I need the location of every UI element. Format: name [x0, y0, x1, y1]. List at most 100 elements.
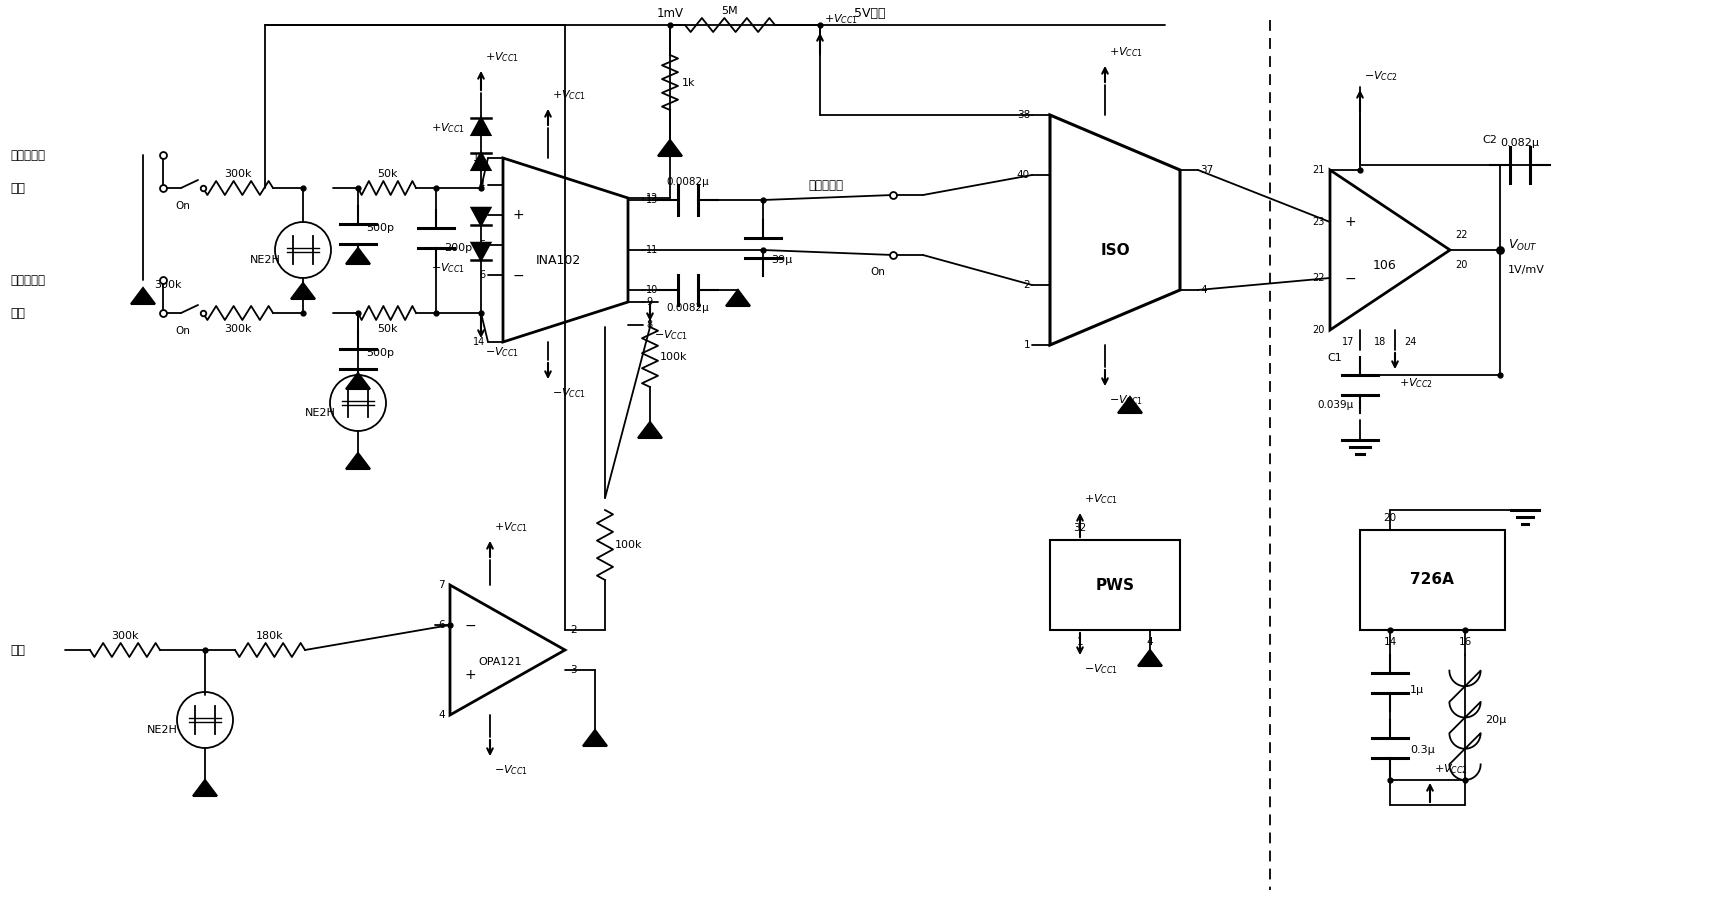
Text: NE2H: NE2H	[146, 725, 177, 735]
Text: +$V_{CC2}$: +$V_{CC2}$	[1399, 376, 1433, 390]
Text: 22: 22	[1313, 273, 1325, 283]
Polygon shape	[726, 290, 750, 306]
Text: $-V_{CC2}$: $-V_{CC2}$	[1364, 69, 1399, 83]
Polygon shape	[347, 373, 371, 389]
Text: 300k: 300k	[225, 324, 252, 334]
Text: 100k: 100k	[614, 540, 642, 550]
Text: 24: 24	[1404, 337, 1416, 347]
Text: 6: 6	[438, 620, 444, 630]
Text: 32: 32	[1074, 523, 1086, 533]
Text: $-V_{CC1}$: $-V_{CC1}$	[486, 345, 518, 359]
Text: +$V_{CC1}$: +$V_{CC1}$	[553, 89, 587, 102]
Text: C1: C1	[1328, 353, 1342, 363]
Text: On: On	[175, 326, 190, 336]
Text: 40: 40	[1018, 170, 1030, 180]
Text: 500p: 500p	[366, 348, 395, 358]
Text: $+$: $+$	[511, 208, 523, 222]
Text: +$V_{CC1}$: +$V_{CC1}$	[824, 12, 858, 26]
Text: 校准发生器: 校准发生器	[10, 149, 45, 162]
Text: 20: 20	[1313, 325, 1325, 335]
Text: 20µ: 20µ	[1484, 715, 1507, 725]
Text: 15: 15	[472, 153, 486, 163]
Text: 4: 4	[479, 180, 486, 190]
Text: 4: 4	[1146, 637, 1153, 647]
Text: +$V_{CC1}$: +$V_{CC1}$	[1109, 46, 1143, 59]
Text: 4: 4	[438, 710, 444, 720]
Text: ISO: ISO	[1100, 243, 1129, 257]
Text: 100k: 100k	[661, 352, 688, 362]
Text: 0.3µ: 0.3µ	[1411, 745, 1435, 755]
Text: 38: 38	[1018, 110, 1030, 120]
Text: C2: C2	[1483, 135, 1498, 145]
Text: 13: 13	[645, 195, 659, 205]
Text: 300k: 300k	[154, 280, 182, 290]
Text: 7: 7	[438, 580, 444, 590]
Text: 17: 17	[1342, 337, 1354, 347]
Text: INA102: INA102	[535, 254, 580, 267]
Text: $-$: $-$	[463, 618, 475, 632]
Text: 1k: 1k	[681, 78, 695, 88]
Text: 22: 22	[1455, 230, 1467, 240]
Polygon shape	[657, 140, 681, 156]
Text: 右臂: 右臂	[10, 307, 26, 320]
Text: +$V_{CC2}$: +$V_{CC2}$	[1435, 762, 1467, 776]
Text: 726A: 726A	[1411, 572, 1453, 587]
Text: $-$: $-$	[1344, 271, 1356, 285]
Text: 右腿: 右腿	[10, 644, 26, 656]
Text: $-V_{CC1}$: $-V_{CC1}$	[654, 328, 688, 341]
Polygon shape	[347, 248, 371, 264]
Text: 12: 12	[645, 193, 659, 203]
Text: 18: 18	[1375, 337, 1387, 347]
Polygon shape	[638, 422, 662, 438]
Text: 37: 37	[1199, 165, 1213, 175]
Text: $-V_{CC1}$: $-V_{CC1}$	[1085, 662, 1119, 676]
Text: 14: 14	[472, 337, 486, 347]
Text: $-V_{CC1}$: $-V_{CC1}$	[431, 261, 465, 275]
Text: 39µ: 39µ	[770, 255, 793, 265]
Text: 20: 20	[1455, 260, 1467, 270]
Text: 14: 14	[1383, 637, 1397, 647]
Text: 1: 1	[1076, 637, 1083, 647]
Polygon shape	[192, 780, 216, 796]
Text: 7: 7	[479, 210, 486, 220]
Text: 1: 1	[1023, 340, 1030, 350]
Text: On: On	[870, 267, 885, 277]
Text: 300k: 300k	[112, 631, 139, 641]
Text: 500p: 500p	[366, 223, 395, 233]
Text: 9: 9	[645, 297, 652, 307]
Text: $+$: $+$	[463, 668, 475, 682]
Text: 0.0082µ: 0.0082µ	[666, 177, 709, 187]
Text: 0.082µ: 0.082µ	[1500, 138, 1539, 148]
Bar	[1050, 540, 1181, 630]
Bar	[1361, 530, 1505, 630]
Text: $-V_{CC1}$: $-V_{CC1}$	[494, 763, 529, 777]
Text: 3: 3	[570, 665, 577, 675]
Text: +$V_{CC1}$: +$V_{CC1}$	[431, 121, 465, 135]
Text: PWS: PWS	[1095, 578, 1134, 593]
Text: OPA121: OPA121	[479, 657, 522, 667]
Text: 0.039µ: 0.039µ	[1316, 400, 1354, 410]
Text: 1mV: 1mV	[657, 6, 683, 19]
Text: 2: 2	[1023, 280, 1030, 290]
Text: 1V/mV: 1V/mV	[1508, 265, 1544, 275]
Polygon shape	[1119, 397, 1143, 413]
Text: 2: 2	[570, 625, 577, 635]
Text: 300k: 300k	[225, 169, 252, 179]
Text: $V_{OUT}$: $V_{OUT}$	[1508, 237, 1538, 253]
Text: 23: 23	[1313, 217, 1325, 227]
Text: 1µ: 1µ	[1411, 685, 1424, 695]
Text: $-V_{CC1}$: $-V_{CC1}$	[553, 386, 587, 400]
Polygon shape	[472, 153, 491, 170]
Text: +$V_{CC1}$: +$V_{CC1}$	[494, 520, 529, 534]
Polygon shape	[130, 288, 154, 304]
Text: 校准发生器: 校准发生器	[10, 274, 45, 287]
Text: NE2H: NE2H	[304, 408, 335, 418]
Text: 6: 6	[479, 270, 486, 280]
Text: 50k: 50k	[378, 169, 396, 179]
Text: 8: 8	[645, 320, 652, 330]
Text: 校准发生器: 校准发生器	[808, 179, 843, 192]
Text: On: On	[175, 201, 190, 211]
Text: 左臂: 左臂	[10, 182, 26, 194]
Text: 50k: 50k	[378, 324, 396, 334]
Text: +$V_{CC1}$: +$V_{CC1}$	[486, 50, 518, 64]
